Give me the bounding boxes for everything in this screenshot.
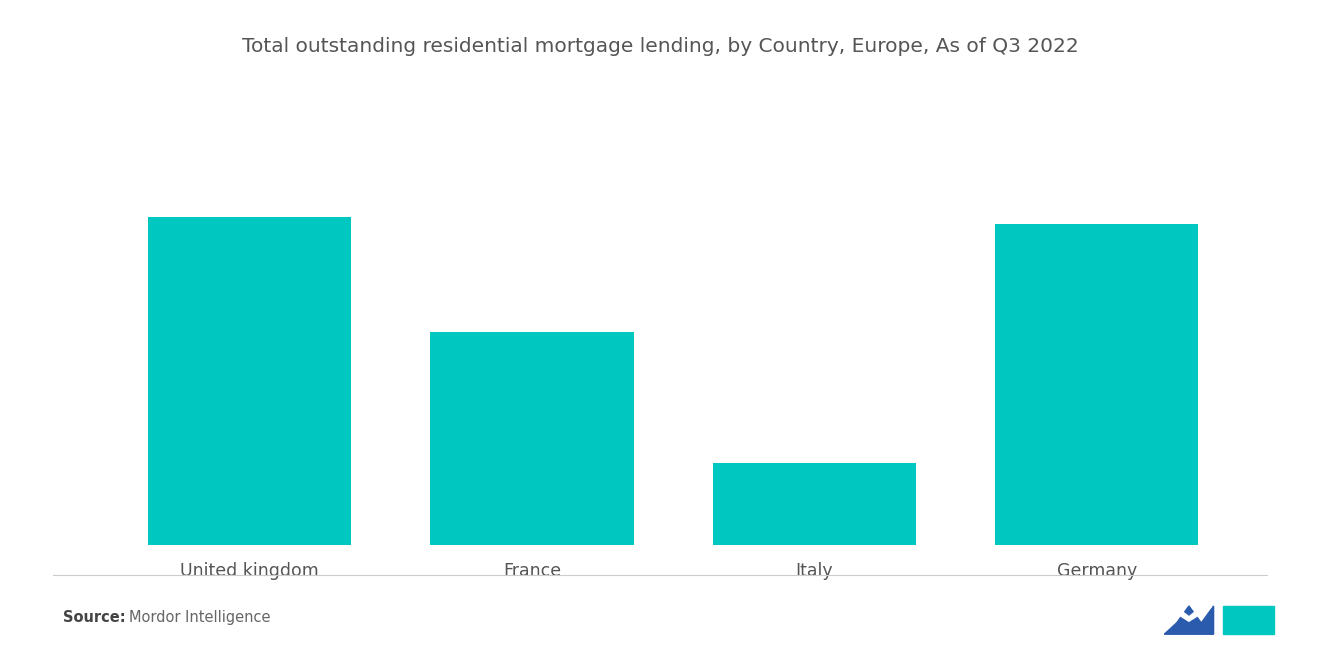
Bar (995, 224, 1199, 545)
Text: Mordor Intelligence: Mordor Intelligence (129, 610, 271, 624)
Polygon shape (1167, 607, 1212, 621)
Polygon shape (1164, 606, 1213, 634)
Bar (430, 332, 634, 545)
Polygon shape (1222, 606, 1274, 634)
Text: Total outstanding residential mortgage lending, by Country, Europe, As of Q3 202: Total outstanding residential mortgage l… (242, 37, 1078, 56)
Bar (148, 217, 351, 545)
Bar (713, 464, 916, 545)
Text: Source:: Source: (63, 610, 125, 624)
